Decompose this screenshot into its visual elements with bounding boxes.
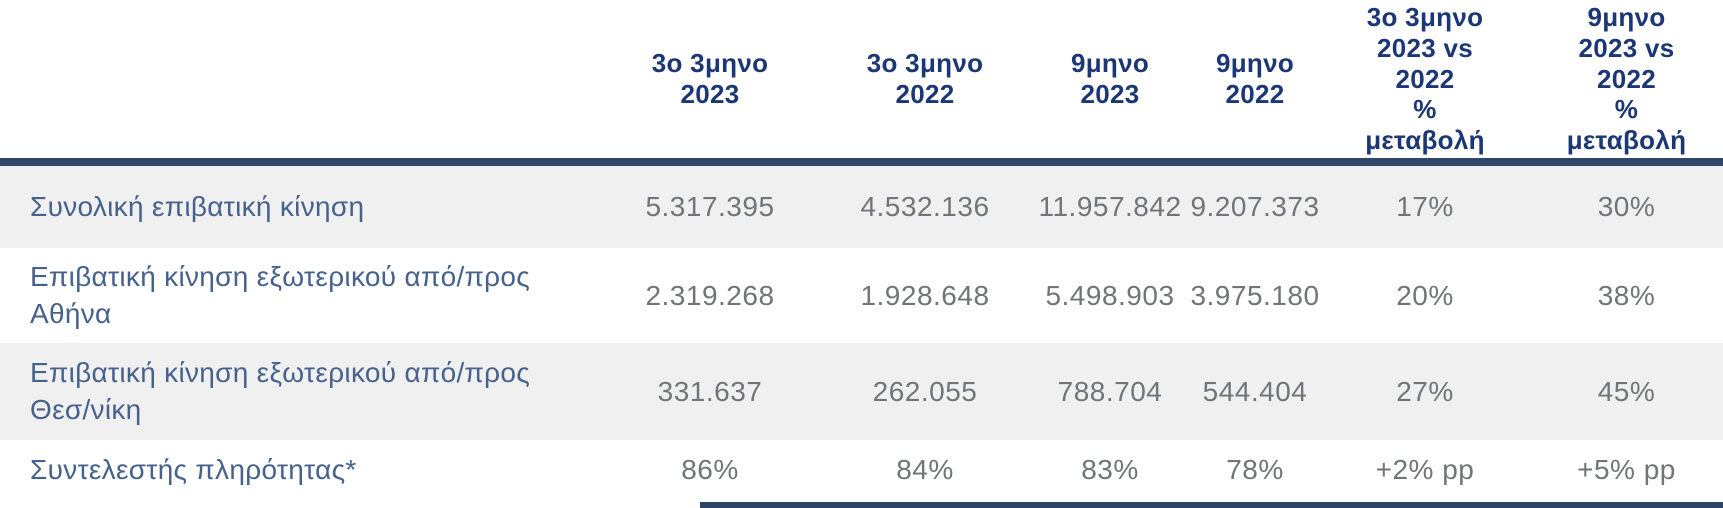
cell-value: +5% pp (1577, 454, 1676, 485)
col-header-9m-change-pct: 9μηνο 2023 vs 2022 % μεταβολή (1566, 2, 1687, 155)
cell-value: 84% (896, 454, 954, 485)
row-label: Συνολική επιβατική κίνηση (30, 190, 365, 222)
cell-value: 262.055 (872, 375, 978, 407)
col-header-9mino-2022: 9μηνο 2022 (1215, 48, 1295, 109)
row-label-cell: Επιβατική κίνηση εξωτερικού από/προς Αθή… (0, 259, 600, 332)
cell-value: 5.317.395 (645, 191, 775, 222)
cell-value: 78% (1226, 454, 1284, 485)
row-label-cell: Συνολική επιβατική κίνηση (0, 189, 600, 225)
row-label: Συντελεστής πληρότητας* (30, 453, 357, 485)
cell-value: 3.975.180 (1190, 279, 1320, 311)
cell-value: 17% (1396, 191, 1454, 222)
cell-value: 86% (681, 454, 739, 485)
cell-value: 38% (1597, 279, 1656, 311)
bottom-partial-rule (700, 502, 1723, 508)
cell-value: 4.532.136 (860, 191, 990, 222)
table-row-total-traffic: Συνολική επιβατική κίνηση 5.317.395 4.53… (0, 166, 1723, 248)
cell-value: 5.498.903 (1045, 279, 1175, 311)
cell-value: 788.704 (1057, 375, 1163, 407)
cell-value: 1.928.648 (860, 279, 990, 311)
cell-value: 544.404 (1202, 375, 1308, 407)
cell-value: 2.319.268 (645, 279, 775, 311)
cell-value: 45% (1597, 375, 1656, 407)
row-label-cell: Επιβατική κίνηση εξωτερικού από/προς Θεσ… (0, 355, 600, 428)
cell-value: 83% (1081, 454, 1139, 485)
col-header-9mino-2023: 9μηνο 2023 (1070, 48, 1150, 109)
table-row-international-athens: Επιβατική κίνηση εξωτερικού από/προς Αθή… (0, 248, 1723, 343)
col-header-3o-3mino-2022: 3ο 3μηνο 2022 (866, 48, 984, 109)
cell-value: +2% pp (1375, 454, 1475, 485)
cell-value: 30% (1597, 191, 1656, 222)
table-row-load-factor: Συντελεστής πληρότητας* 86% 84% 83% 78% … (0, 440, 1723, 500)
row-label: Επιβατική κίνηση εξωτερικού από/προς Θεσ… (30, 357, 531, 425)
table-row-international-thessaloniki: Επιβατική κίνηση εξωτερικού από/προς Θεσ… (0, 343, 1723, 440)
col-header-3o-3mino-2023: 3ο 3μηνο 2023 (651, 48, 769, 109)
header-rule (0, 158, 1723, 166)
row-label-cell: Συντελεστής πληρότητας* (0, 452, 600, 488)
row-label: Επιβατική κίνηση εξωτερικού από/προς Αθή… (30, 261, 531, 329)
cell-value: 331.637 (657, 375, 763, 407)
col-header-q3-change-pct: 3ο 3μηνο 2023 vs 2022 % μεταβολή (1365, 2, 1485, 155)
cell-value: 20% (1396, 279, 1454, 311)
cell-value: 9.207.373 (1190, 191, 1320, 222)
table-header-row: 3ο 3μηνο 2023 3ο 3μηνο 2022 9μηνο 2023 9… (0, 0, 1723, 158)
cell-value: 27% (1396, 375, 1454, 407)
cell-value: 11.957.842 (1038, 191, 1182, 222)
